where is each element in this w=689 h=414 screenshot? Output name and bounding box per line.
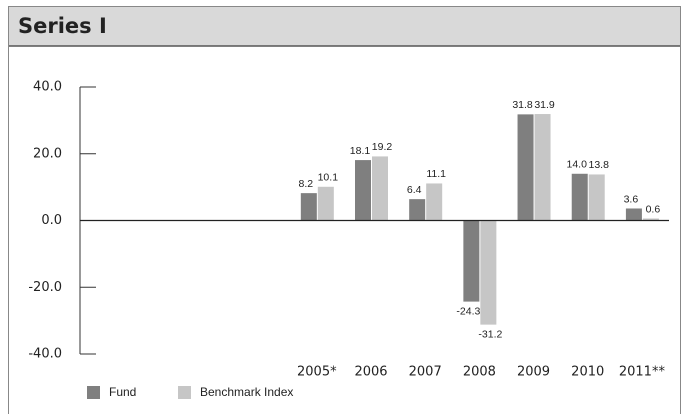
bar	[588, 174, 605, 221]
value-label: -24.3	[456, 305, 480, 317]
value-label: 11.1	[426, 168, 446, 180]
legend-label: Fund	[109, 385, 136, 399]
y-tick-label: 40.0	[33, 80, 62, 95]
legend-swatch	[178, 386, 191, 399]
bar	[426, 183, 443, 221]
x-tick-label: 2007	[409, 365, 442, 380]
value-label: 18.1	[350, 145, 371, 157]
bar	[642, 218, 659, 221]
x-tick-label: 2006	[354, 365, 387, 380]
x-tick-label: 2011**	[619, 365, 666, 380]
value-label: -31.2	[478, 328, 502, 340]
chart-title: Series I	[18, 14, 107, 38]
bar	[625, 208, 642, 221]
bar	[571, 173, 588, 221]
legend-swatch	[87, 386, 100, 399]
y-tick-label: 0.0	[41, 213, 62, 228]
bar	[534, 114, 551, 221]
value-label: 31.8	[512, 99, 533, 111]
value-label: 13.8	[589, 159, 610, 171]
x-tick-label: 2005*	[297, 365, 337, 380]
bar	[300, 193, 317, 221]
value-label: 10.1	[318, 172, 339, 184]
y-tick-label: -20.0	[28, 280, 62, 295]
value-label: 0.6	[646, 203, 661, 215]
bar	[355, 160, 371, 221]
bar	[317, 186, 334, 221]
value-label: 31.9	[534, 99, 555, 111]
bar	[480, 220, 497, 325]
y-tick-label: -40.0	[28, 347, 62, 362]
bar	[517, 114, 534, 221]
header-bar	[8, 6, 680, 46]
x-tick-label: 2008	[463, 365, 496, 380]
x-tick-label: 2010	[571, 365, 604, 380]
value-label: 3.6	[624, 193, 639, 205]
bar	[463, 220, 480, 302]
bar	[372, 156, 388, 221]
bar	[409, 199, 426, 221]
value-label: 19.2	[372, 141, 393, 153]
value-label: 6.4	[407, 184, 422, 196]
y-tick-label: 20.0	[33, 146, 62, 161]
value-label: 8.2	[299, 178, 314, 190]
value-label: 14.0	[567, 159, 588, 171]
x-tick-label: 2009	[517, 365, 550, 380]
legend-label: Benchmark Index	[200, 385, 293, 399]
